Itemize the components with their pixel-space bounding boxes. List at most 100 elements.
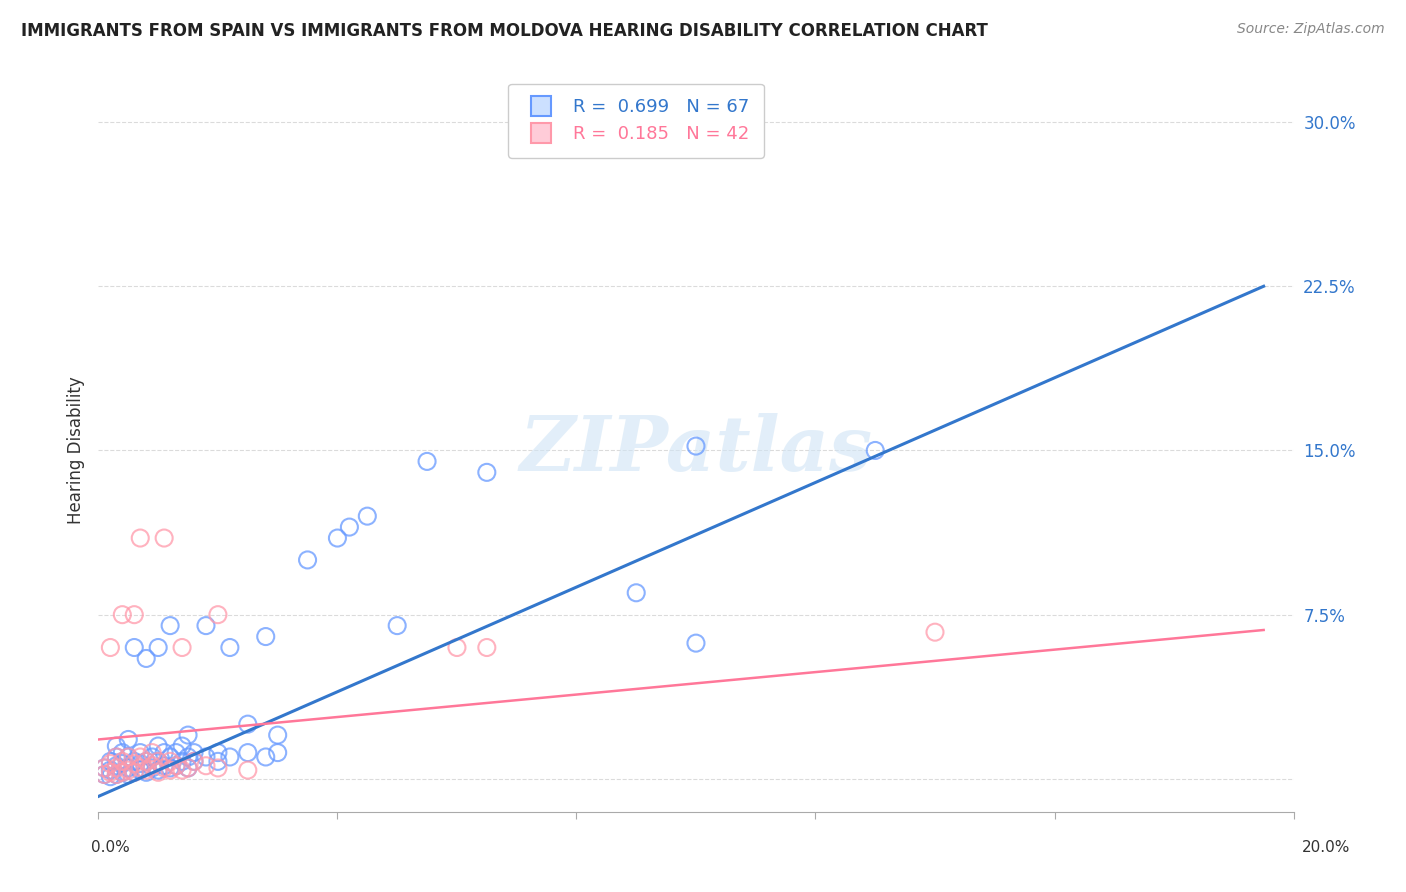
Point — [117, 732, 139, 747]
Point — [172, 739, 194, 753]
Point — [326, 531, 349, 545]
Point — [183, 755, 205, 769]
Point — [165, 746, 187, 760]
Point — [129, 531, 152, 545]
Y-axis label: Hearing Disability: Hearing Disability — [66, 376, 84, 524]
Point — [153, 746, 176, 760]
Point — [117, 750, 139, 764]
Point — [129, 761, 152, 775]
Point — [117, 767, 139, 781]
Point — [141, 750, 163, 764]
Point — [195, 750, 218, 764]
Point — [129, 750, 152, 764]
Point — [105, 750, 128, 764]
Point — [219, 640, 242, 655]
Point — [177, 761, 200, 775]
Point — [177, 750, 200, 764]
Point — [111, 607, 134, 622]
Point — [339, 520, 361, 534]
Point — [98, 756, 122, 771]
Point — [159, 763, 181, 777]
Point — [236, 763, 259, 777]
Point — [124, 756, 146, 771]
Point — [117, 761, 139, 775]
Point — [159, 755, 181, 769]
Point — [135, 755, 157, 769]
Point — [124, 607, 146, 622]
Point — [148, 755, 170, 769]
Point — [93, 767, 115, 781]
Point — [207, 746, 229, 760]
Point — [475, 640, 498, 655]
Point — [117, 763, 139, 777]
Point — [685, 636, 707, 650]
Point — [135, 755, 157, 769]
Point — [159, 618, 181, 632]
Text: IMMIGRANTS FROM SPAIN VS IMMIGRANTS FROM MOLDOVA HEARING DISABILITY CORRELATION : IMMIGRANTS FROM SPAIN VS IMMIGRANTS FROM… — [21, 22, 988, 40]
Point — [153, 531, 176, 545]
Point — [267, 746, 290, 760]
Point — [98, 770, 122, 784]
Point — [446, 640, 468, 655]
Point — [177, 761, 200, 775]
Text: 0.0%: 0.0% — [91, 840, 131, 855]
Point — [195, 758, 218, 772]
Point — [105, 761, 128, 775]
Point — [177, 728, 200, 742]
Point — [183, 755, 205, 769]
Point — [172, 640, 194, 655]
Point — [159, 750, 181, 764]
Point — [626, 586, 648, 600]
Point — [297, 553, 319, 567]
Point — [356, 509, 378, 524]
Point — [254, 750, 277, 764]
Point — [105, 767, 128, 781]
Point — [172, 763, 194, 777]
Point — [111, 746, 134, 760]
Point — [111, 755, 134, 769]
Point — [111, 756, 134, 771]
Point — [135, 763, 157, 777]
Point — [98, 765, 122, 780]
Point — [183, 746, 205, 760]
Point — [98, 755, 122, 769]
Point — [148, 765, 170, 780]
Point — [416, 454, 439, 468]
Text: ZIPatlas: ZIPatlas — [519, 414, 873, 487]
Point — [117, 750, 139, 764]
Point — [148, 739, 170, 753]
Point — [685, 439, 707, 453]
Point — [236, 746, 259, 760]
Point — [124, 755, 146, 769]
Point — [207, 761, 229, 775]
Point — [93, 767, 115, 781]
Point — [93, 761, 115, 775]
Legend: R =  0.699   N = 67, R =  0.185   N = 42: R = 0.699 N = 67, R = 0.185 N = 42 — [509, 84, 763, 158]
Point — [98, 640, 122, 655]
Point — [148, 763, 170, 777]
Point — [475, 466, 498, 480]
Point — [93, 761, 115, 775]
Text: Source: ZipAtlas.com: Source: ZipAtlas.com — [1237, 22, 1385, 37]
Point — [129, 756, 152, 771]
Point — [865, 443, 887, 458]
Point — [124, 765, 146, 780]
Point — [135, 765, 157, 780]
Point — [105, 750, 128, 764]
Point — [172, 755, 194, 769]
Point — [219, 750, 242, 764]
Point — [165, 758, 187, 772]
Point — [141, 758, 163, 772]
Point — [385, 618, 409, 632]
Point — [98, 763, 122, 777]
Point — [267, 728, 290, 742]
Point — [207, 607, 229, 622]
Point — [124, 640, 146, 655]
Point — [153, 761, 176, 775]
Point — [111, 765, 134, 780]
Point — [153, 758, 176, 772]
Point — [111, 765, 134, 780]
Point — [135, 651, 157, 665]
Point — [236, 717, 259, 731]
Point — [924, 625, 946, 640]
